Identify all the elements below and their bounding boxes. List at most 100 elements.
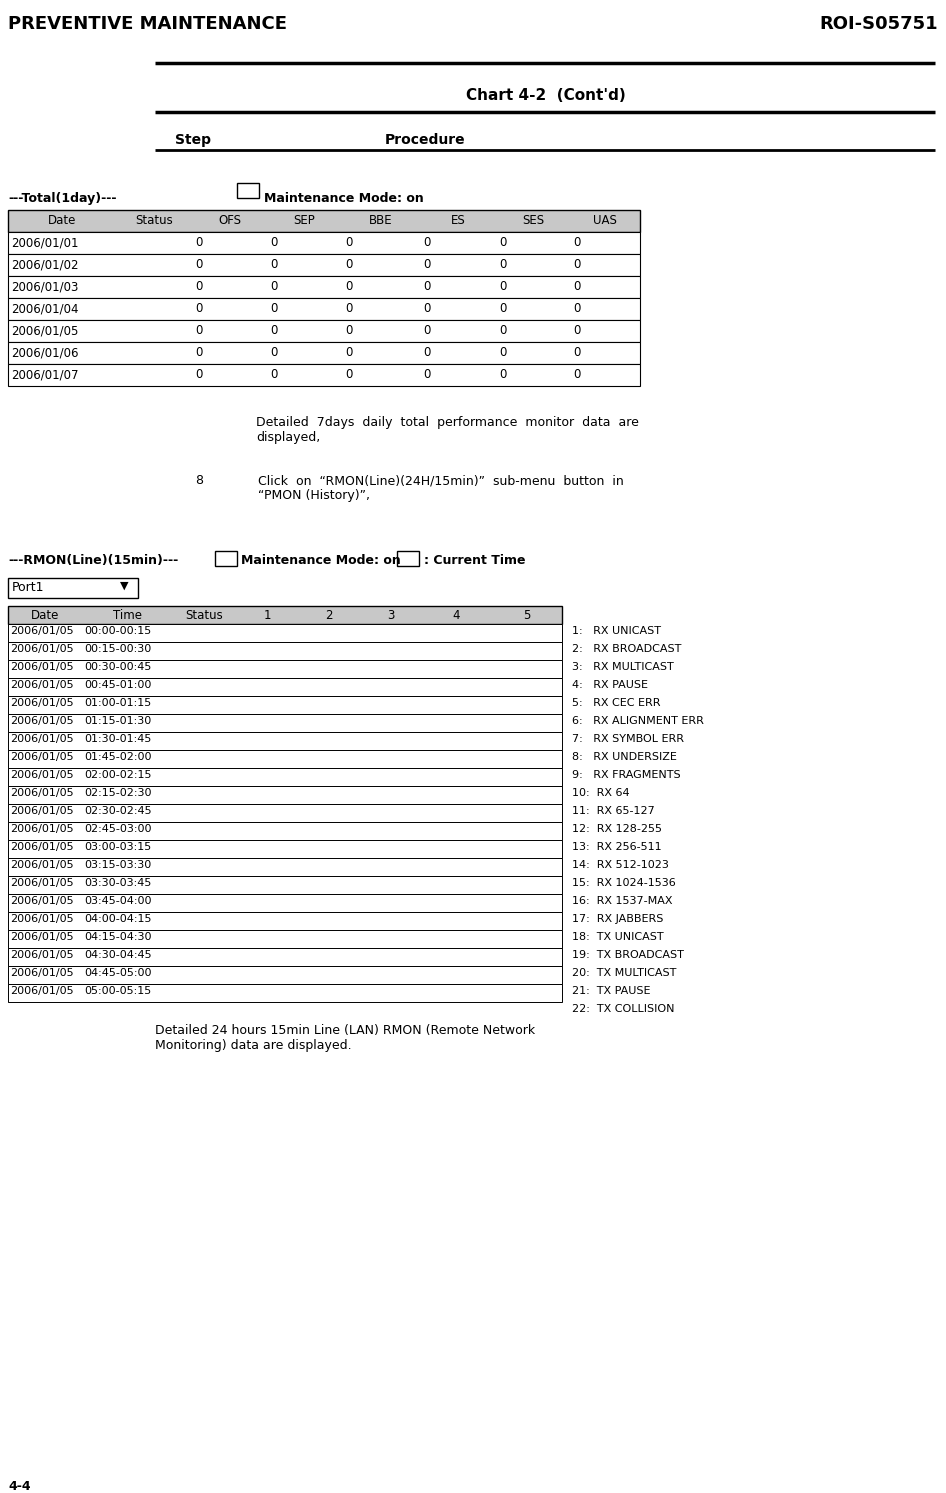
Bar <box>8 660 562 678</box>
Text: 13:  RX 256-511: 13: RX 256-511 <box>572 842 661 853</box>
Text: Detailed 24 hours 15min Line (LAN) RMON (Remote Network
Monitoring) data are dis: Detailed 24 hours 15min Line (LAN) RMON … <box>155 1024 535 1053</box>
Text: 0: 0 <box>195 346 202 358</box>
Text: 00:45-01:00: 00:45-01:00 <box>84 679 151 690</box>
Text: 03:00-03:15: 03:00-03:15 <box>84 842 151 853</box>
Bar <box>215 551 237 566</box>
Bar <box>8 841 562 858</box>
Text: 11:  RX 65-127: 11: RX 65-127 <box>572 806 655 817</box>
Bar <box>8 876 562 894</box>
Text: Click  on  “RMON(Line)(24H/15min)”  sub-menu  button  in
“PMON (History)”,: Click on “RMON(Line)(24H/15min)” sub-men… <box>258 473 623 502</box>
Text: 2006/01/05: 2006/01/05 <box>10 914 74 924</box>
Text: 2006/01/01: 2006/01/01 <box>11 236 79 249</box>
Text: Date: Date <box>31 609 60 623</box>
Text: ---RMON(Line)(15min)---: ---RMON(Line)(15min)--- <box>8 554 178 567</box>
Bar <box>8 767 562 785</box>
Text: 0: 0 <box>270 236 277 249</box>
Text: 01:45-02:00: 01:45-02:00 <box>84 752 151 761</box>
Text: Date: Date <box>48 213 77 227</box>
Text: OFS: OFS <box>218 213 241 227</box>
Text: 02:00-02:15: 02:00-02:15 <box>84 770 151 779</box>
Text: 0: 0 <box>423 346 430 358</box>
Bar <box>8 276 640 299</box>
Text: 02:15-02:30: 02:15-02:30 <box>84 788 151 797</box>
Text: 00:00-00:15: 00:00-00:15 <box>84 626 151 636</box>
Bar <box>8 966 562 984</box>
Text: 04:00-04:15: 04:00-04:15 <box>84 914 151 924</box>
Text: 2006/01/05: 2006/01/05 <box>10 950 74 960</box>
Bar <box>8 642 562 660</box>
Text: ▼: ▼ <box>119 581 128 591</box>
Text: 0: 0 <box>345 367 352 381</box>
Bar <box>8 678 562 696</box>
Text: 0: 0 <box>345 281 352 293</box>
Text: 0: 0 <box>195 236 202 249</box>
Text: 2006/01/05: 2006/01/05 <box>10 626 74 636</box>
Text: 03:45-04:00: 03:45-04:00 <box>84 896 151 906</box>
Text: Detailed  7days  daily  total  performance  monitor  data  are
displayed,: Detailed 7days daily total performance m… <box>256 417 639 443</box>
Bar <box>8 320 640 342</box>
Text: 0: 0 <box>499 367 506 381</box>
Text: Time: Time <box>113 609 142 623</box>
Text: 3:   RX MULTICAST: 3: RX MULTICAST <box>572 661 674 672</box>
Bar <box>8 948 562 966</box>
Text: 0: 0 <box>573 258 581 272</box>
Text: 10:  RX 64: 10: RX 64 <box>572 788 630 797</box>
Text: 0: 0 <box>423 324 430 337</box>
Text: 0: 0 <box>195 367 202 381</box>
Text: Maintenance Mode: on: Maintenance Mode: on <box>241 554 401 567</box>
Text: 9:   RX FRAGMENTS: 9: RX FRAGMENTS <box>572 770 680 779</box>
Text: 2006/01/05: 2006/01/05 <box>10 824 74 835</box>
Text: 6:   RX ALIGNMENT ERR: 6: RX ALIGNMENT ERR <box>572 717 704 726</box>
Bar <box>8 930 562 948</box>
Bar <box>8 211 640 231</box>
Text: SES: SES <box>522 213 544 227</box>
Text: UAS: UAS <box>593 213 617 227</box>
Text: 3: 3 <box>387 609 394 623</box>
Text: Step: Step <box>175 133 211 146</box>
Bar <box>8 231 640 254</box>
Text: 18:  TX UNICAST: 18: TX UNICAST <box>572 932 664 942</box>
Text: ROI-S05751: ROI-S05751 <box>819 15 938 33</box>
Bar <box>8 912 562 930</box>
Text: 2006/01/04: 2006/01/04 <box>11 302 79 315</box>
Text: 2006/01/05: 2006/01/05 <box>10 735 74 744</box>
Bar <box>8 894 562 912</box>
Text: 0: 0 <box>499 281 506 293</box>
Text: 0: 0 <box>195 324 202 337</box>
Text: 2: 2 <box>325 609 333 623</box>
Bar <box>8 858 562 876</box>
Text: 0: 0 <box>499 346 506 358</box>
Text: Chart 4-2  (Cont'd): Chart 4-2 (Cont'd) <box>466 88 626 103</box>
Text: 04:15-04:30: 04:15-04:30 <box>84 932 151 942</box>
Text: 17:  RX JABBERS: 17: RX JABBERS <box>572 914 663 924</box>
Text: Procedure: Procedure <box>385 133 465 146</box>
Text: 0: 0 <box>270 302 277 315</box>
Text: 2006/01/05: 2006/01/05 <box>10 752 74 761</box>
Text: ES: ES <box>450 213 465 227</box>
Text: 8: 8 <box>195 473 203 487</box>
Text: Port1: Port1 <box>12 581 44 594</box>
Bar <box>8 606 562 624</box>
Text: 4: 4 <box>453 609 461 623</box>
Text: 20:  TX MULTICAST: 20: TX MULTICAST <box>572 967 676 978</box>
Text: 0: 0 <box>423 302 430 315</box>
Text: 0: 0 <box>573 281 581 293</box>
Text: 0: 0 <box>573 367 581 381</box>
Text: 5: 5 <box>523 609 530 623</box>
Text: 14:  RX 512-1023: 14: RX 512-1023 <box>572 860 669 870</box>
Text: 2006/01/03: 2006/01/03 <box>11 281 79 293</box>
Text: 2006/01/05: 2006/01/05 <box>11 324 79 337</box>
Text: 0: 0 <box>573 346 581 358</box>
Text: 0: 0 <box>573 236 581 249</box>
Bar <box>8 578 138 599</box>
Bar <box>8 696 562 714</box>
Text: 0: 0 <box>270 346 277 358</box>
Text: 00:30-00:45: 00:30-00:45 <box>84 661 151 672</box>
Text: 7:   RX SYMBOL ERR: 7: RX SYMBOL ERR <box>572 735 684 744</box>
Text: 2006/01/05: 2006/01/05 <box>10 932 74 942</box>
Text: 4:   RX PAUSE: 4: RX PAUSE <box>572 679 648 690</box>
Text: 0: 0 <box>499 302 506 315</box>
Bar <box>397 551 419 566</box>
Text: 0: 0 <box>270 258 277 272</box>
Text: 0: 0 <box>195 258 202 272</box>
